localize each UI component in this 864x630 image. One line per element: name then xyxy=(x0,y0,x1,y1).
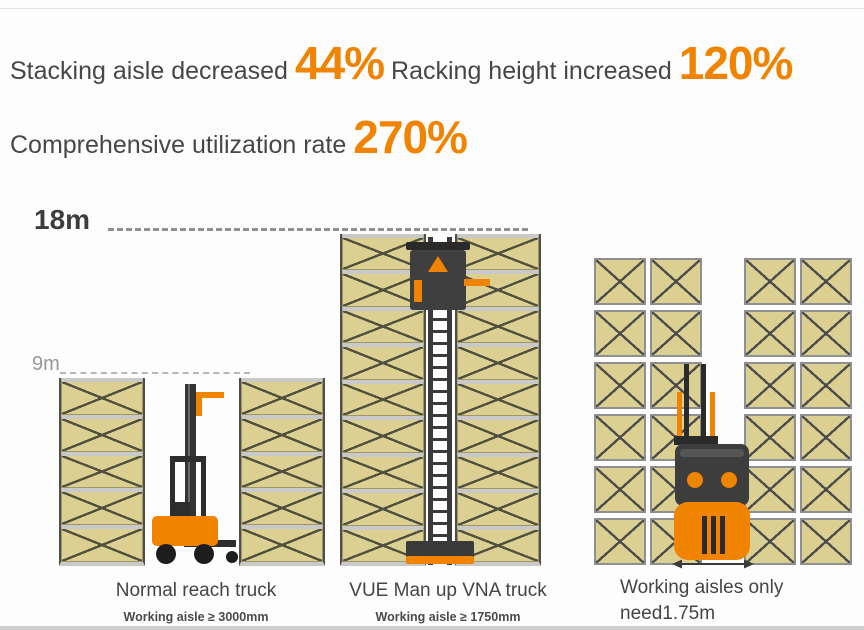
dashed-line-18m xyxy=(108,228,528,231)
pallet-cell xyxy=(342,343,424,380)
caption-title-mid: VUE Man up VNA truck xyxy=(349,580,547,601)
pallet-cell xyxy=(342,379,424,417)
pallet-cell xyxy=(61,378,143,415)
pallet-cell xyxy=(744,258,796,305)
vna-base-stripe xyxy=(406,556,474,564)
pallet-cell xyxy=(800,518,852,565)
top-view-rack-col-3 xyxy=(744,258,796,565)
headline-label-racking-height: Racking height increased xyxy=(391,57,672,85)
headline-label-stacking-aisle: Stacking aisle decreased xyxy=(10,57,288,85)
vna-truck-front-icon xyxy=(400,233,490,568)
pallet-cell xyxy=(342,489,424,526)
reach-truck-side-icon xyxy=(152,384,238,564)
vna-cab-roof xyxy=(406,242,470,250)
pallet-cell xyxy=(457,306,539,344)
aisle-width-arrow-icon xyxy=(672,559,754,569)
pallet-cell xyxy=(457,343,539,380)
pallet-cell xyxy=(342,416,424,453)
headline-label-utilization: Comprehensive utilization rate xyxy=(10,131,347,159)
pallet-cell xyxy=(744,466,796,513)
pallet-cell xyxy=(744,362,796,409)
short-rack-left xyxy=(59,378,145,566)
pallet-cell xyxy=(241,378,323,415)
top-divider-line xyxy=(0,8,864,9)
pallet-cell xyxy=(241,451,323,489)
pallet-cell xyxy=(241,414,323,452)
caption-title-right: Working aisles only need1.75m xyxy=(620,577,784,624)
pallet-cell xyxy=(457,416,539,453)
vna-fork xyxy=(464,279,490,286)
pallet-cell xyxy=(457,234,539,271)
pallet-cell xyxy=(594,414,646,461)
pallet-cell xyxy=(457,379,539,417)
pallet-cell xyxy=(457,489,539,526)
headline-stat-aisle-decrease: 44% xyxy=(294,37,385,89)
pallet-cell xyxy=(61,414,143,452)
vna-operator-cab xyxy=(410,250,466,310)
pallet-cell xyxy=(241,525,323,562)
headline-row-1: Stacking aisle decreased 44% Racking hei… xyxy=(10,36,794,90)
height-label-9m: 9m xyxy=(32,353,60,375)
pallet-cell xyxy=(800,466,852,513)
headline-stat-utilization: 270% xyxy=(353,111,468,163)
caption-vna-truck: VUE Man up VNA truck Working aisle ≥ 175… xyxy=(328,578,568,624)
pallet-cell xyxy=(650,258,702,305)
caption-sub-left: Working aisle ≥ 3000mm xyxy=(123,609,269,624)
pallet-cell xyxy=(342,452,424,490)
short-rack-right xyxy=(239,378,325,566)
pallet-cell xyxy=(800,310,852,357)
top-view-rack-col-4 xyxy=(800,258,852,565)
pallet-cell xyxy=(61,451,143,489)
pallet-cell xyxy=(61,525,143,562)
pallet-cell xyxy=(594,466,646,513)
pallet-cell xyxy=(457,270,539,307)
headline-stat-height-increase: 120% xyxy=(678,37,794,89)
headline-row-2: Comprehensive utilization rate 270% xyxy=(10,110,468,164)
pallet-cell xyxy=(594,362,646,409)
vna-base xyxy=(406,541,474,558)
caption-working-aisles: Working aisles only need1.75m xyxy=(620,575,825,626)
pallet-cell xyxy=(650,310,702,357)
pallet-cell xyxy=(342,525,424,562)
pallet-cell xyxy=(800,362,852,409)
pallet-cell xyxy=(61,488,143,526)
vna-cab-marker xyxy=(428,256,448,272)
caption-title-left: Normal reach truck xyxy=(115,580,277,601)
forklift-top-view-icon xyxy=(674,364,750,560)
pallet-cell xyxy=(744,414,796,461)
pallet-cell xyxy=(800,258,852,305)
pallet-cell xyxy=(744,518,796,565)
pallet-cell xyxy=(594,518,646,565)
pallet-cell xyxy=(800,414,852,461)
pallet-cell xyxy=(744,310,796,357)
pallet-cell xyxy=(342,306,424,344)
tall-rack-right xyxy=(455,234,541,566)
pallet-cell xyxy=(594,310,646,357)
dashed-line-9m xyxy=(60,372,250,374)
pallet-cell xyxy=(650,362,702,409)
pallet-cell xyxy=(594,258,646,305)
caption-sub-mid: Working aisle ≥ 1750mm xyxy=(375,609,521,624)
pallet-cell xyxy=(342,234,424,271)
pallet-cell xyxy=(457,452,539,490)
pallet-cell xyxy=(241,488,323,526)
vna-cab-stripe xyxy=(414,280,422,302)
bottom-divider-line xyxy=(0,626,864,630)
height-label-18m: 18m xyxy=(34,204,91,235)
caption-normal-reach-truck: Normal reach truck Working aisle ≥ 3000m… xyxy=(92,578,300,624)
top-view-rack-col-1 xyxy=(594,258,646,565)
